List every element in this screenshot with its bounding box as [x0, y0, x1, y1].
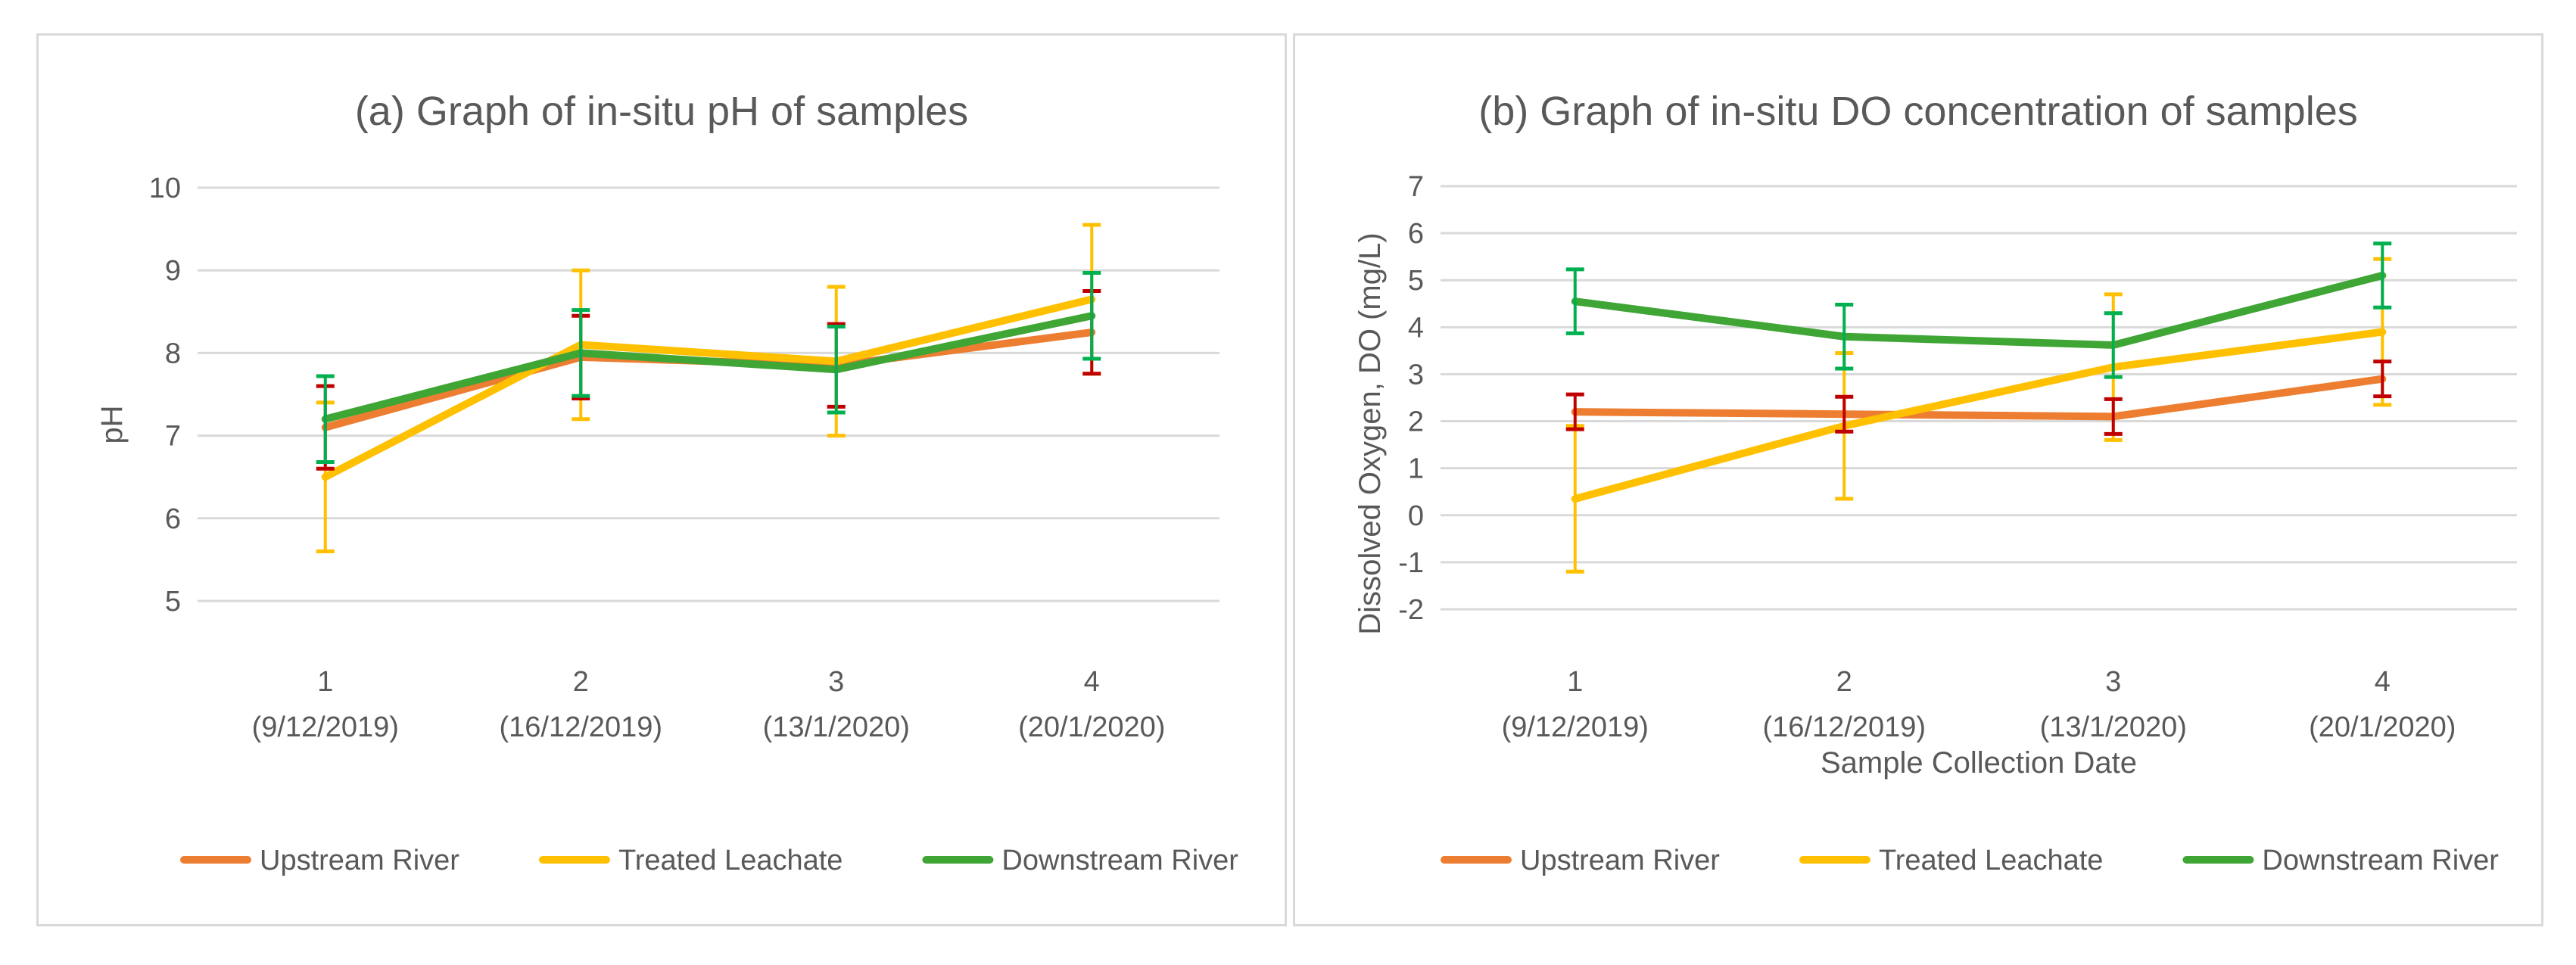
- chart-panel-do: (b) Graph of in-situ DO concentration of…: [1293, 33, 2543, 926]
- y-axis-title: Dissolved Oxygen, DO (mg/L): [1353, 232, 1387, 634]
- legend-label: Treated Leachate: [1879, 845, 2103, 876]
- x-tick-date-label: (13/1/2020): [763, 711, 910, 743]
- legend-label: Treated Leachate: [618, 845, 843, 876]
- y-tick-label: 6: [1408, 218, 1424, 250]
- chart-title: (b) Graph of in-situ DO concentration of…: [1478, 89, 2358, 134]
- chart-title: (a) Graph of in-situ pH of samples: [355, 89, 968, 134]
- error-bar-downstream: [316, 374, 335, 465]
- legend-entry-downstream: Downstream River: [2182, 845, 2499, 876]
- x-tick-date-label: (9/12/2019): [252, 711, 399, 743]
- y-tick-label: 5: [1408, 265, 1424, 297]
- legend-label: Downstream River: [1001, 845, 1238, 876]
- series-line-upstream: [1571, 375, 2387, 421]
- x-tick-label: 3: [828, 666, 844, 698]
- legend-entry-downstream: Downstream River: [922, 845, 1238, 876]
- error-bar-upstream: [2104, 397, 2123, 436]
- x-tick-date-label: (16/12/2019): [500, 711, 663, 743]
- legend-entry-treated: Treated Leachate: [538, 845, 843, 876]
- error-bar-upstream: [2373, 360, 2392, 399]
- error-bar-upstream: [1835, 394, 1854, 434]
- legend-label: Upstream River: [1520, 845, 1720, 876]
- legend-label: Downstream River: [2262, 845, 2499, 876]
- series-line-upstream: [321, 328, 1096, 431]
- x-axis-title: Sample Collection Date: [1821, 746, 2137, 780]
- series-line-treated: [1571, 328, 2387, 503]
- ph-chart: (a) Graph of in-situ pH of samples pH 5 6…: [95, 89, 1238, 876]
- y-tick-label: 8: [165, 338, 181, 369]
- legend-entry-treated: Treated Leachate: [1799, 845, 2103, 876]
- legend-label: Upstream River: [260, 845, 459, 876]
- y-tick-label: -1: [1398, 547, 1424, 579]
- x-tick-date-label: (13/1/2020): [2040, 711, 2187, 743]
- x-tick-label: 1: [1567, 666, 1583, 698]
- error-bar-upstream: [1565, 392, 1584, 431]
- x-tick-label: 3: [2105, 666, 2121, 698]
- y-tick-label: 9: [165, 255, 181, 287]
- x-tick-date-label: (9/12/2019): [1502, 711, 1649, 743]
- y-tick-label: 0: [1408, 500, 1424, 532]
- y-tick-label: 4: [1408, 312, 1424, 344]
- error-bar-downstream: [2373, 241, 2392, 310]
- y-tick-label: 3: [1408, 359, 1424, 391]
- y-tick-label: -2: [1398, 594, 1424, 626]
- y-tick-label: 7: [1408, 171, 1424, 203]
- series-line-treated: [321, 295, 1096, 481]
- x-tick-label: 1: [317, 666, 333, 698]
- legend-entry-upstream: Upstream River: [180, 845, 459, 876]
- y-tick-label: 1: [1408, 453, 1424, 485]
- x-tick-date-label: (20/1/2020): [2309, 711, 2456, 743]
- x-tick-date-label: (20/1/2020): [1018, 711, 1165, 743]
- x-tick-label: 4: [2375, 666, 2391, 698]
- do-chart: (b) Graph of in-situ DO concentration of…: [1353, 89, 2517, 876]
- series-line-downstream: [1571, 272, 2387, 349]
- chart-panel-ph: (a) Graph of in-situ pH of samples pH 5 6…: [36, 33, 1287, 926]
- error-bar-downstream: [1082, 270, 1101, 361]
- x-tick-date-label: (16/12/2019): [1763, 711, 1927, 743]
- y-tick-label: 7: [165, 421, 181, 453]
- x-tick-label: 2: [1836, 666, 1852, 698]
- error-bar-downstream: [572, 308, 590, 398]
- y-axis-title: pH: [95, 405, 129, 444]
- error-bar-downstream: [1565, 267, 1584, 335]
- y-tick-label: 5: [165, 586, 181, 618]
- x-tick-label: 2: [573, 666, 589, 698]
- y-tick-label: 10: [149, 173, 181, 204]
- error-bar-downstream: [2104, 311, 2123, 379]
- y-tick-label: 6: [165, 503, 181, 535]
- x-tick-label: 4: [1084, 666, 1100, 698]
- y-tick-label: 2: [1408, 406, 1424, 438]
- error-bar-downstream: [1835, 303, 1854, 371]
- legend-entry-upstream: Upstream River: [1441, 845, 1720, 876]
- error-bar-downstream: [827, 324, 846, 415]
- series-line-downstream: [321, 312, 1096, 423]
